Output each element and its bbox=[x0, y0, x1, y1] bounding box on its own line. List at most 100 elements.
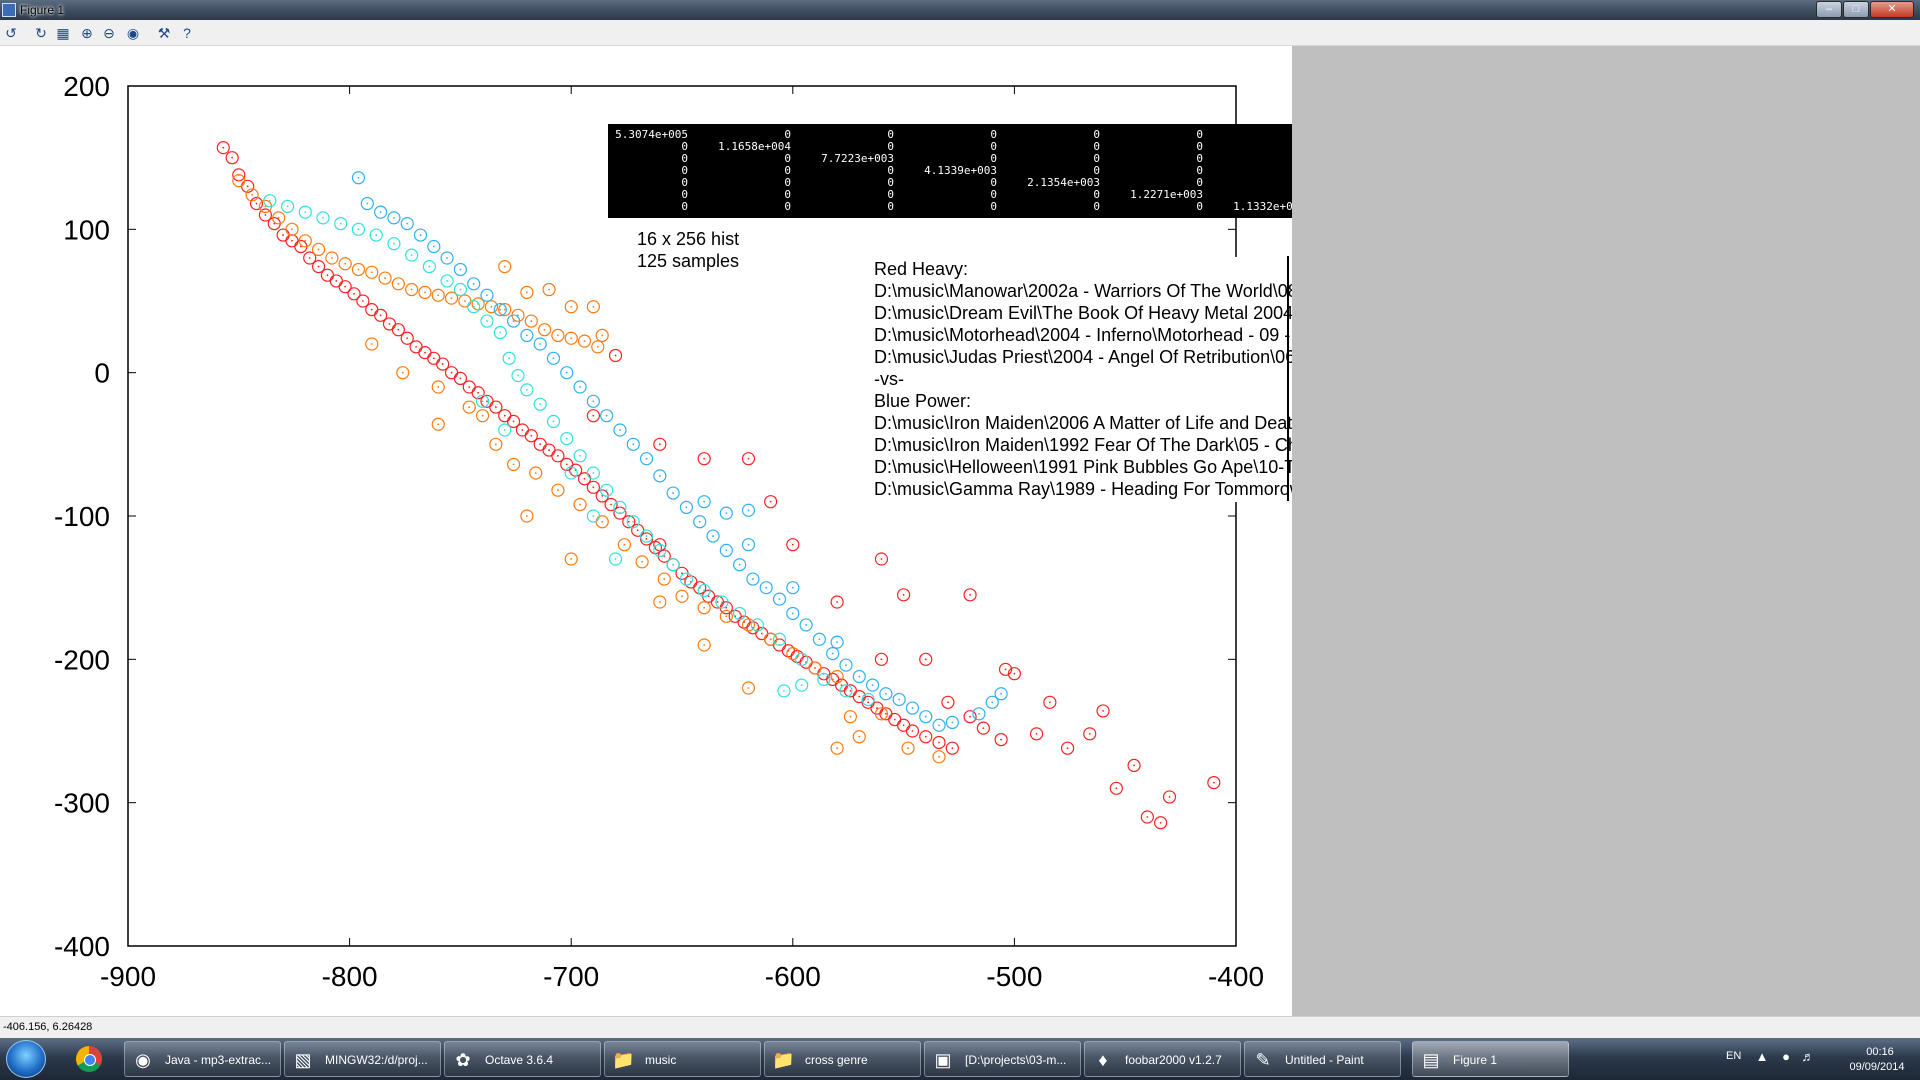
scatter-point-series-3 bbox=[573, 380, 587, 394]
scatter-point-center bbox=[353, 292, 355, 295]
zoom-fit-icon[interactable]: ◉ bbox=[126, 25, 140, 41]
scatter-plot[interactable]: -900 -800 -700 -600 -500 -400 200 100 0 -100 -200 -… bbox=[0, 46, 1292, 1016]
cursor-coordinates: -406.156, 6.26428 bbox=[3, 1021, 93, 1033]
task-editor[interactable]: ▣ [D:\projects\03-m... bbox=[924, 1041, 1081, 1077]
scatter-point-center bbox=[871, 684, 874, 687]
scatter-point-center bbox=[783, 689, 785, 692]
scatter-point-series-3 bbox=[892, 692, 906, 707]
scatter-point-center bbox=[579, 454, 581, 457]
scatter-point-center bbox=[264, 205, 267, 208]
scatter-point-center bbox=[911, 707, 914, 709]
scatter-point-center bbox=[969, 593, 971, 596]
task-paint[interactable]: ✎ Untitled - Paint bbox=[1244, 1041, 1401, 1077]
scatter-point-series-2 bbox=[595, 328, 609, 342]
scatter-point-series-3 bbox=[387, 211, 401, 225]
scatter-point-series-2 bbox=[325, 251, 339, 265]
taskbar: ◉ Java - mp3-extrac... ▧ MINGW32:/d/proj..… bbox=[0, 1038, 1920, 1080]
zoom-in-icon[interactable]: ⊕ bbox=[81, 25, 93, 41]
y-tick-label: -300 bbox=[54, 788, 110, 819]
scatter-point-center bbox=[397, 282, 400, 285]
scatter-point-series-4 bbox=[475, 394, 490, 408]
task-cross-genre-folder[interactable]: 📁 cross genre bbox=[764, 1041, 921, 1077]
task-octave[interactable]: ✿ Octave 3.6.4 bbox=[444, 1041, 601, 1077]
scatter-point-series-2 bbox=[830, 669, 844, 684]
scatter-point-series-1 bbox=[436, 357, 450, 371]
refresh-icon[interactable]: ↻ bbox=[35, 25, 47, 41]
grid-icon[interactable]: ▦ bbox=[56, 25, 70, 41]
clock-date[interactable]: 09/09/2014 bbox=[1849, 1061, 1905, 1073]
scatter-point-center bbox=[503, 308, 506, 311]
status-bar: -406.156, 6.26428 bbox=[0, 1016, 1920, 1038]
scatter-point-series-1 bbox=[1207, 775, 1221, 790]
scatter-point-center bbox=[800, 658, 803, 661]
settings-icon[interactable]: ⚒ bbox=[157, 25, 171, 41]
scatter-point-series-1 bbox=[1060, 741, 1075, 755]
scatter-point-center bbox=[361, 300, 364, 302]
chrome-taskbar-button[interactable] bbox=[66, 1040, 114, 1078]
volume-icon[interactable]: ♬ bbox=[1801, 1049, 1815, 1064]
minimize-button[interactable]: – bbox=[1816, 1, 1842, 18]
scatter-point-center bbox=[947, 701, 949, 704]
task-figure-1[interactable]: ▤ Figure 1 bbox=[1412, 1041, 1569, 1077]
scatter-point-center bbox=[517, 314, 519, 317]
scatter-point-center bbox=[472, 282, 475, 285]
scatter-point-center bbox=[370, 343, 373, 345]
scatter-point-series-3 bbox=[679, 500, 694, 514]
task-foobar[interactable]: ♦ foobar2000 v1.2.7 bbox=[1084, 1041, 1241, 1077]
scatter-point-series-4 bbox=[263, 194, 277, 208]
zoom-out-icon[interactable]: ⊖ bbox=[103, 25, 115, 41]
scatter-point-center bbox=[685, 578, 688, 580]
help-icon[interactable]: ? bbox=[183, 25, 191, 41]
scatter-point-center bbox=[592, 400, 595, 403]
rotate-icon[interactable]: ↺ bbox=[5, 25, 17, 41]
scatter-point-center bbox=[858, 675, 861, 678]
clock-time[interactable]: 00:16 bbox=[1866, 1046, 1894, 1058]
scatter-point-center bbox=[605, 414, 608, 417]
scatter-point-series-2 bbox=[484, 300, 499, 314]
scatter-point-center bbox=[1004, 668, 1007, 671]
scatter-point-series-1 bbox=[347, 287, 361, 301]
matrix-cell: 0 bbox=[784, 176, 791, 189]
scatter-point-center bbox=[641, 560, 644, 563]
scatter-point-series-4 bbox=[560, 432, 574, 446]
scatter-point-center bbox=[570, 472, 573, 474]
scatter-point-center bbox=[752, 578, 754, 580]
scatter-point-center bbox=[902, 593, 905, 596]
close-button[interactable]: ✕ bbox=[1870, 1, 1914, 18]
network-icon[interactable]: ● bbox=[1782, 1049, 1790, 1064]
tray-expand-icon[interactable]: ▲ bbox=[1755, 1049, 1769, 1064]
scatter-point-center bbox=[663, 578, 666, 580]
scatter-point-center bbox=[681, 572, 683, 575]
chrome-icon bbox=[76, 1046, 102, 1072]
figure-canvas[interactable]: -900 -800 -700 -600 -500 -400 200 100 0 -100 -200 -… bbox=[0, 46, 1885, 1016]
scatter-point-series-1 bbox=[653, 437, 667, 451]
scatter-point-series-3 bbox=[427, 239, 441, 254]
scatter-point-center bbox=[291, 239, 293, 242]
scatter-point-series-3 bbox=[546, 351, 561, 365]
start-button[interactable] bbox=[6, 1040, 46, 1078]
x-tick-label: -400 bbox=[1208, 961, 1264, 992]
scatter-point-series-3 bbox=[440, 251, 454, 265]
language-indicator[interactable]: EN bbox=[1726, 1050, 1742, 1062]
scatter-point-series-1 bbox=[311, 260, 326, 274]
scatter-point-center bbox=[1000, 692, 1003, 695]
scatter-point-series-4 bbox=[608, 552, 623, 566]
task-eclipse[interactable]: ◉ Java - mp3-extrac... bbox=[124, 1041, 281, 1077]
scatter-point-center bbox=[339, 222, 342, 225]
maximize-button[interactable]: □ bbox=[1843, 1, 1869, 18]
folder-icon: 📁 bbox=[772, 1050, 795, 1070]
vs-separator: -vs- bbox=[874, 369, 904, 389]
task-mingw[interactable]: ▧ MINGW32:/d/proj... bbox=[284, 1041, 441, 1077]
scatter-point-series-1 bbox=[639, 532, 654, 546]
scatter-point-series-1 bbox=[489, 400, 503, 414]
scatter-point-center bbox=[880, 558, 883, 560]
scatter-point-center bbox=[849, 689, 852, 692]
scatter-point-series-2 bbox=[741, 618, 756, 632]
task-music-folder[interactable]: 📁 music bbox=[604, 1041, 761, 1077]
scatter-point-series-2 bbox=[542, 282, 556, 297]
matrix-cell: 0 bbox=[1196, 152, 1203, 165]
